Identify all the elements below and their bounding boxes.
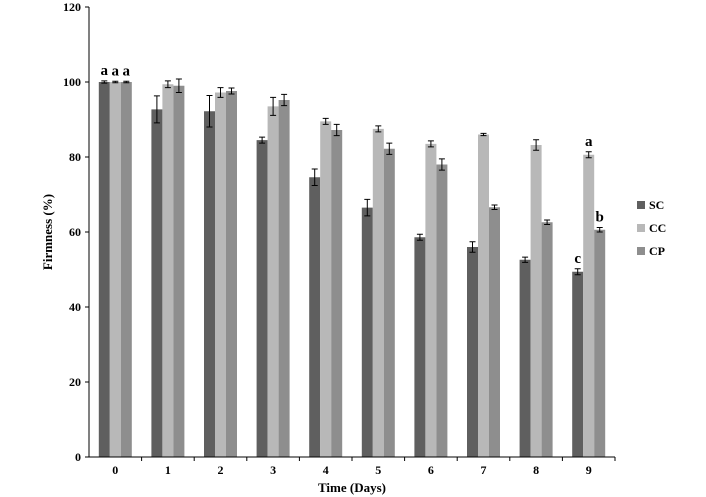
x-tick-label: 4: [323, 463, 329, 477]
x-axis-title: Time (Days): [318, 480, 386, 495]
error-bar-cc-day-1: [164, 80, 171, 89]
legend-label-cp: CP: [649, 244, 665, 258]
x-tick-label: 7: [481, 463, 487, 477]
y-tick-label: 120: [63, 0, 81, 14]
bar-sc-day-8: [519, 259, 531, 457]
bar-sc-day-1: [151, 109, 163, 457]
bar-sc-day-6: [414, 237, 426, 457]
bar-cp-day-0: [120, 82, 132, 457]
bar-sc-day-4: [309, 177, 321, 457]
error-bar-sc-day-2: [206, 95, 213, 128]
error-bar-sc-day-0: [101, 80, 108, 84]
significance-letter: a: [101, 63, 109, 79]
y-ticks: 0 20 40 60 80 100 120: [63, 0, 89, 464]
bar-cp-day-6: [436, 164, 448, 457]
bar-cp-day-8: [541, 222, 553, 457]
error-bar-cc-day-2: [217, 87, 224, 98]
bar-sc-day-9: [572, 271, 584, 457]
y-tick-label: 20: [69, 375, 81, 389]
error-bar-sc-day-3: [259, 136, 266, 144]
y-tick-label: 60: [69, 225, 81, 239]
error-bar-cp-day-3: [281, 93, 288, 107]
legend: SC CC CP: [637, 198, 666, 258]
y-axis-title: Firmness (%): [40, 194, 55, 270]
error-bar-cp-day-5: [386, 142, 393, 155]
bar-cp-day-2: [226, 91, 237, 457]
bar-cc-day-6: [425, 143, 437, 457]
legend-label-cc: CC: [649, 221, 666, 235]
error-bar-sc-day-5: [364, 198, 371, 217]
legend-swatch-cc: [637, 224, 645, 232]
bar-sc-day-0: [98, 82, 110, 457]
bars-layer: [98, 82, 606, 457]
significance-letter: a: [112, 63, 120, 79]
x-tick-label: 1: [165, 463, 171, 477]
significance-letter: a: [123, 63, 131, 79]
error-bar-cc-day-4: [322, 117, 329, 125]
bar-cp-day-3: [278, 100, 290, 457]
error-bar-sc-day-4: [311, 168, 318, 186]
x-tick-label: 2: [218, 463, 224, 477]
significance-letter: b: [596, 210, 604, 226]
bar-cc-day-3: [267, 106, 279, 457]
y-tick-label: 100: [63, 75, 81, 89]
bar-cc-day-1: [162, 84, 174, 457]
x-tick-label: 8: [533, 463, 539, 477]
x-ticks: 0 1 2 3 4 5 6 7 8 9: [112, 457, 616, 477]
significance-letter: a: [585, 134, 593, 150]
error-bar-cc-day-8: [533, 139, 540, 151]
error-bar-cp-day-0: [123, 80, 130, 84]
legend-label-sc: SC: [649, 198, 664, 212]
error-bar-cc-day-0: [112, 80, 119, 84]
x-tick-label: 6: [428, 463, 434, 477]
error-bar-sc-day-1: [153, 95, 160, 124]
legend-swatch-sc: [637, 201, 645, 209]
error-bar-cc-day-9: [585, 151, 592, 159]
error-bar-sc-day-6: [416, 233, 423, 241]
error-bars-layer: [101, 78, 603, 276]
x-tick-label: 9: [586, 463, 592, 477]
error-bar-cp-day-4: [333, 123, 340, 137]
y-tick-label: 80: [69, 150, 81, 164]
error-bar-sc-day-8: [522, 256, 529, 263]
bar-cc-day-5: [372, 128, 384, 457]
legend-swatch-cp: [637, 247, 645, 255]
bar-cp-day-4: [331, 130, 343, 457]
error-bar-cp-day-6: [438, 158, 445, 171]
bar-cc-day-4: [320, 121, 332, 457]
error-bar-cp-day-2: [228, 87, 235, 95]
x-tick-label: 5: [375, 463, 381, 477]
bar-sc-day-3: [256, 140, 268, 457]
x-tick-label: 3: [270, 463, 276, 477]
error-bar-cp-day-1: [175, 78, 182, 93]
bar-cc-day-9: [583, 154, 595, 457]
error-bar-cp-day-8: [544, 219, 551, 225]
error-bar-cc-day-7: [480, 132, 487, 137]
error-bar-cc-day-3: [270, 96, 277, 116]
bar-cc-day-0: [109, 82, 121, 457]
x-tick-label: 0: [112, 463, 118, 477]
y-tick-label: 0: [75, 450, 81, 464]
error-bar-sc-day-7: [469, 241, 476, 253]
bar-cc-day-7: [478, 134, 489, 457]
bar-sc-day-5: [361, 207, 373, 457]
bar-cp-day-1: [173, 85, 185, 457]
error-bar-cc-day-5: [375, 125, 382, 133]
error-bar-cc-day-6: [427, 140, 434, 148]
bar-sc-day-2: [204, 111, 215, 457]
bar-cp-day-9: [594, 229, 606, 457]
error-bar-sc-day-9: [574, 268, 581, 276]
bar-cp-day-7: [489, 207, 500, 457]
error-bar-cp-day-7: [491, 204, 498, 210]
bar-cc-day-8: [530, 145, 542, 457]
bar-sc-day-7: [467, 247, 478, 457]
y-tick-label: 40: [69, 300, 81, 314]
error-bar-cp-day-9: [596, 227, 603, 233]
bar-cp-day-5: [383, 148, 395, 457]
bar-cc-day-2: [215, 92, 226, 457]
significance-letter: c: [574, 251, 581, 267]
